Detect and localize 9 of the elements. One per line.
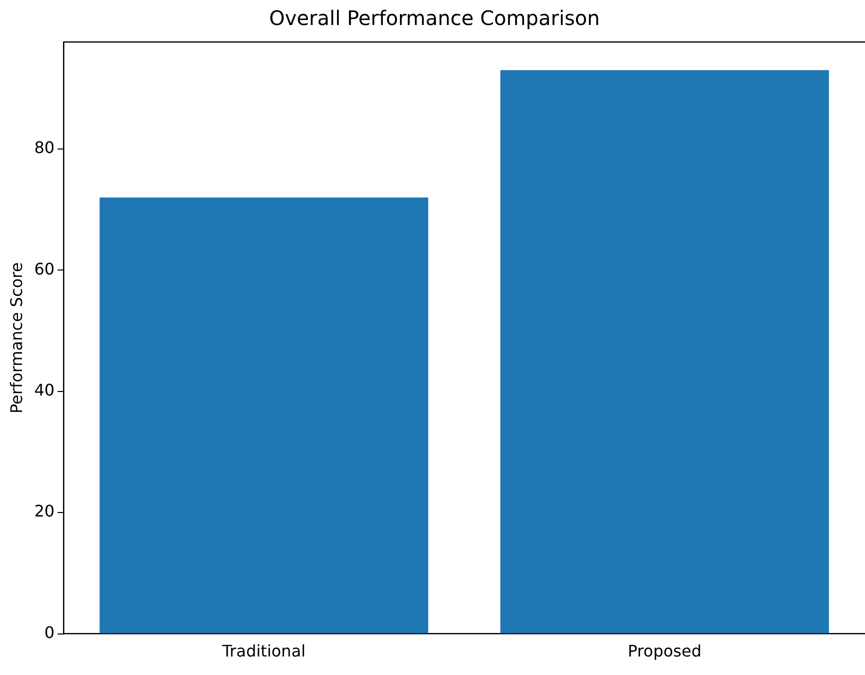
y-tick-label: 80: [34, 138, 55, 158]
chart-title: Overall Performance Comparison: [269, 6, 600, 30]
x-tick-label: Proposed: [628, 642, 702, 661]
y-tick-label: 40: [34, 380, 55, 400]
y-tick-label: 0: [44, 622, 55, 642]
y-tick-label: 20: [34, 502, 55, 521]
y-axis-title: Performance Score: [6, 262, 26, 414]
y-tick-label: 60: [34, 259, 55, 278]
x-tick-label: Traditional: [221, 642, 306, 661]
